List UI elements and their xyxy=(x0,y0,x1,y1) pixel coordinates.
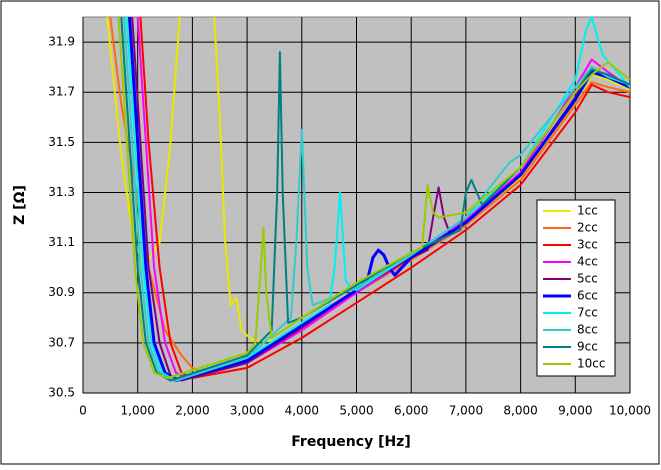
x-axis-label: Frequency [Hz] xyxy=(291,434,410,450)
series-line xyxy=(123,17,630,382)
x-tick-label: 0 xyxy=(79,404,87,418)
y-tick-label: 30.7 xyxy=(48,335,75,349)
x-tick-label: 9,000 xyxy=(558,404,592,418)
legend-label: 5cc xyxy=(577,272,598,286)
legend-box xyxy=(536,199,616,377)
legend-label: 9cc xyxy=(577,340,598,354)
legend-label: 6cc xyxy=(577,289,598,303)
legend-label: 2cc xyxy=(577,221,598,235)
y-tick-label: 31.3 xyxy=(48,185,75,199)
legend-label: 8cc xyxy=(577,323,598,337)
series-line xyxy=(139,17,630,379)
series-line xyxy=(136,17,630,379)
series-line xyxy=(117,17,630,379)
y-tick-label: 30.9 xyxy=(48,285,75,299)
y-tick-label: 31.9 xyxy=(48,35,75,49)
x-tick-label: 2,000 xyxy=(175,404,209,418)
legend-label: 7cc xyxy=(577,306,598,320)
x-tick-label: 4,000 xyxy=(285,404,319,418)
x-tick-label: 10,000 xyxy=(609,404,651,418)
y-tick-label: 30.5 xyxy=(48,386,75,400)
series-line xyxy=(125,17,630,382)
y-axis-label: Z [Ω] xyxy=(12,185,28,225)
x-tick-label: 1,000 xyxy=(121,404,155,418)
x-tick-label: 8,000 xyxy=(503,404,537,418)
legend-label: 3cc xyxy=(577,238,598,252)
x-tick-label: 6,000 xyxy=(394,404,428,418)
y-tick-label: 31.7 xyxy=(48,85,75,99)
y-tick-label: 31.5 xyxy=(48,135,75,149)
y-tick-label: 31.1 xyxy=(48,235,75,249)
x-tick-label: 7,000 xyxy=(449,404,483,418)
x-tick-label: 3,000 xyxy=(230,404,264,418)
series-line xyxy=(128,17,630,382)
legend-label: 4cc xyxy=(577,255,598,269)
legend-label: 10cc xyxy=(577,357,605,371)
x-tick-label: 5,000 xyxy=(339,404,373,418)
legend-label: 1cc xyxy=(577,204,598,218)
